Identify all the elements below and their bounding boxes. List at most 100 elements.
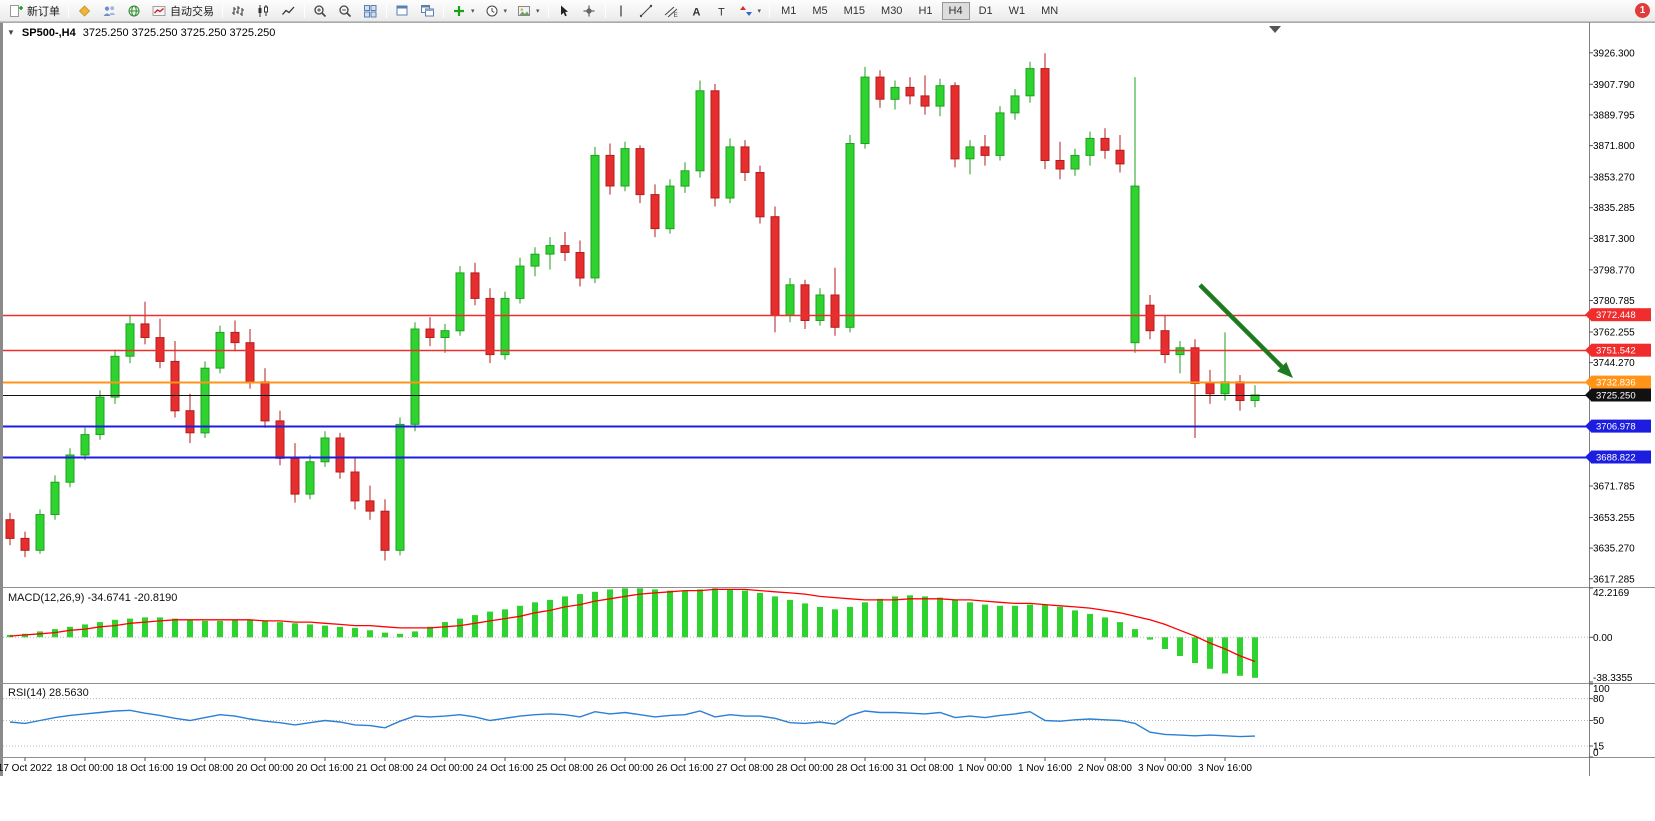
svg-text:26 Oct 00:00: 26 Oct 00:00 xyxy=(596,763,654,774)
line-chart-button[interactable] xyxy=(276,1,301,20)
trend-arrow-annotation[interactable] xyxy=(1198,283,1293,378)
timeframe-m15-button[interactable]: M15 xyxy=(843,4,866,17)
tile-windows-button[interactable] xyxy=(358,1,383,20)
svg-text:3725.250: 3725.250 xyxy=(1596,391,1636,402)
chart-symbol-period: SP500-,H4 xyxy=(21,27,76,39)
svg-text:3751.542: 3751.542 xyxy=(1596,346,1636,357)
accounts-button[interactable] xyxy=(97,1,122,20)
svg-text:3671.785: 3671.785 xyxy=(1593,482,1635,493)
text-icon: A xyxy=(689,4,704,18)
candlestick-button[interactable] xyxy=(251,1,276,20)
rsi-indicator-label: RSI(14) 28.5630 xyxy=(8,687,89,699)
svg-text:-38.3355: -38.3355 xyxy=(1593,673,1633,684)
text-button[interactable]: A xyxy=(684,1,709,20)
zoom-in-icon xyxy=(313,4,328,18)
chart-window: 3926.300 3907.790 3889.795 3871.800 3853.270… xyxy=(0,22,1655,821)
main-toolbar: 新订单 自动交易 ▾ ▾ ▾ E A T ▾ M1 M5 M15 M30 H1 H4 D1 W1 MN xyxy=(0,0,1655,22)
timeframe-w1-button[interactable]: W1 xyxy=(1008,4,1026,17)
svg-text:50: 50 xyxy=(1593,716,1605,727)
timeframe-mn-button[interactable]: MN xyxy=(1041,4,1059,17)
zoom-in-button[interactable] xyxy=(308,1,333,20)
svg-text:3744.270: 3744.270 xyxy=(1593,358,1635,369)
vertical-line-button[interactable] xyxy=(609,1,634,20)
rsi-pane xyxy=(3,698,1589,747)
price-tags: 3772.448 3751.542 3732.836 3725.250 3706.978… xyxy=(1585,308,1651,464)
chart-title-bar: ▼ SP500-,H4 3725.250 3725.250 3725.250 3… xyxy=(7,27,275,39)
trendline-button[interactable] xyxy=(634,1,659,20)
chart-background xyxy=(0,22,1655,821)
new-order-button[interactable]: 新订单 xyxy=(4,1,65,20)
svg-text:27 Oct 08:00: 27 Oct 08:00 xyxy=(716,763,774,774)
bar-chart-button[interactable] xyxy=(226,1,251,20)
chart-canvas[interactable]: 3926.300 3907.790 3889.795 3871.800 3853.270… xyxy=(0,22,1655,821)
svg-text:3617.285: 3617.285 xyxy=(1593,574,1635,585)
timeframe-m5-button[interactable]: M5 xyxy=(812,4,828,17)
timeframe-h4-button[interactable]: H4 xyxy=(941,1,970,20)
svg-text:3780.785: 3780.785 xyxy=(1593,296,1635,307)
svg-text:E: E xyxy=(673,12,678,18)
channel-icon: E xyxy=(664,4,679,18)
svg-text:A: A xyxy=(692,6,700,18)
cursor-button[interactable] xyxy=(552,1,577,20)
notification-badge[interactable]: 1 xyxy=(1635,3,1650,18)
timeframe-m1-button[interactable]: M1 xyxy=(781,4,797,17)
add-indicator-icon xyxy=(452,4,467,18)
one-click-trading-icon[interactable]: ▼ xyxy=(7,28,15,37)
svg-text:20 Oct 16:00: 20 Oct 16:00 xyxy=(296,763,354,774)
autotrading-button[interactable]: 自动交易 xyxy=(147,1,219,20)
macd-indicator-label: MACD(12,26,9) -34.6741 -20.8190 xyxy=(8,592,178,604)
price-axis[interactable]: 3926.300 3907.790 3889.795 3871.800 3853.270… xyxy=(1589,22,1635,776)
svg-text:1 Nov 16:00: 1 Nov 16:00 xyxy=(1018,763,1072,774)
svg-text:24 Oct 00:00: 24 Oct 00:00 xyxy=(416,763,474,774)
svg-text:3926.300: 3926.300 xyxy=(1593,48,1635,59)
svg-text:26 Oct 16:00: 26 Oct 16:00 xyxy=(656,763,714,774)
globe-icon xyxy=(127,4,142,18)
svg-text:3635.270: 3635.270 xyxy=(1593,544,1635,555)
svg-text:0: 0 xyxy=(1593,748,1599,759)
svg-text:3853.270: 3853.270 xyxy=(1593,173,1635,184)
svg-text:100: 100 xyxy=(1593,684,1610,695)
window-icon xyxy=(395,4,410,18)
svg-text:3 Nov 16:00: 3 Nov 16:00 xyxy=(1198,763,1252,774)
new-chart-button[interactable] xyxy=(390,1,415,20)
chart-shift-marker xyxy=(1269,26,1281,33)
svg-text:T: T xyxy=(718,6,725,18)
arrows-button[interactable]: ▾ xyxy=(734,1,767,20)
svg-text:3772.448: 3772.448 xyxy=(1596,310,1636,321)
equidistant-channel-button[interactable]: E xyxy=(659,1,684,20)
metaquotes-button[interactable] xyxy=(72,1,97,20)
candlestick-icon xyxy=(256,4,271,18)
market-button[interactable] xyxy=(122,1,147,20)
periods-button[interactable]: ▾ xyxy=(480,1,513,20)
diamond-icon xyxy=(77,4,92,18)
svg-text:1 Nov 00:00: 1 Nov 00:00 xyxy=(958,763,1012,774)
bar-chart-icon xyxy=(231,4,246,18)
svg-text:17 Oct 2022: 17 Oct 2022 xyxy=(0,763,53,774)
crosshair-button[interactable] xyxy=(577,1,602,20)
people-icon xyxy=(102,4,117,18)
label-button[interactable]: T xyxy=(709,1,734,20)
zoom-out-button[interactable] xyxy=(333,1,358,20)
svg-text:3817.300: 3817.300 xyxy=(1593,234,1635,245)
timeframe-d1-button[interactable]: D1 xyxy=(978,4,993,17)
svg-text:20 Oct 00:00: 20 Oct 00:00 xyxy=(236,763,294,774)
indicators-button[interactable]: ▾ xyxy=(447,1,480,20)
arrows-icon xyxy=(739,4,754,18)
line-chart-icon xyxy=(281,4,296,18)
timeframe-h1-button[interactable]: H1 xyxy=(918,4,933,17)
template-icon xyxy=(517,4,532,18)
svg-text:25 Oct 08:00: 25 Oct 08:00 xyxy=(536,763,594,774)
macd-pane xyxy=(3,588,1589,678)
svg-text:0.00: 0.00 xyxy=(1593,633,1613,644)
clock-icon xyxy=(485,4,500,18)
templates-button[interactable]: ▾ xyxy=(512,1,545,20)
svg-text:3688.822: 3688.822 xyxy=(1596,453,1636,464)
timeframe-m30-button[interactable]: M30 xyxy=(881,4,903,17)
horizontal-level-lines[interactable] xyxy=(3,314,1589,459)
svg-text:28 Oct 16:00: 28 Oct 16:00 xyxy=(836,763,894,774)
profiles-button[interactable] xyxy=(415,1,440,20)
svg-text:3871.800: 3871.800 xyxy=(1593,141,1635,152)
new-order-icon xyxy=(9,4,24,18)
time-axis[interactable]: 17 Oct 2022 18 Oct 00:00 18 Oct 16:00 19 Oc… xyxy=(0,757,1252,775)
svg-text:28 Oct 00:00: 28 Oct 00:00 xyxy=(776,763,834,774)
